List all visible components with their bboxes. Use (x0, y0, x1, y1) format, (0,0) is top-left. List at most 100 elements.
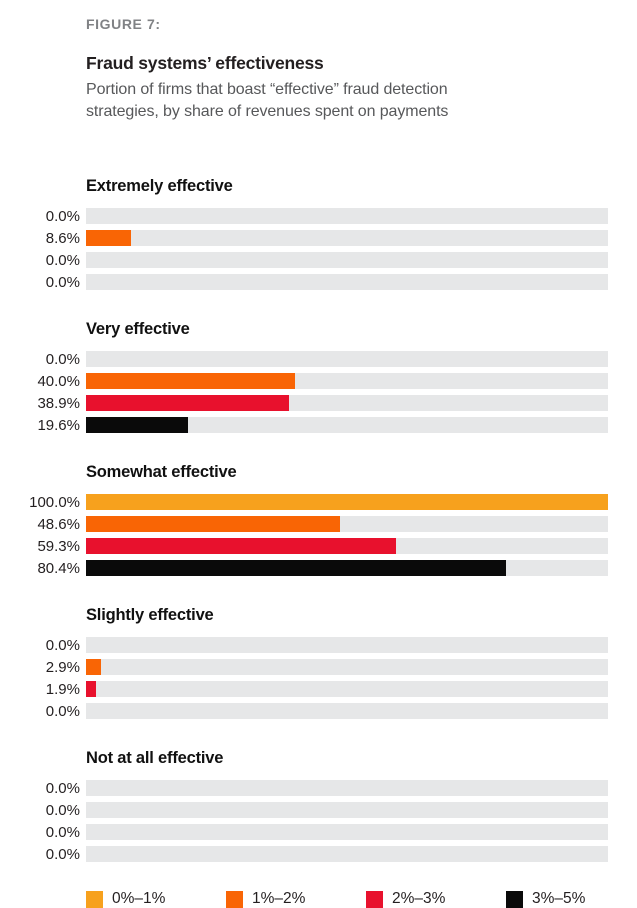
chart-group: Slightly effective 0.0% 2.9% 1.9% 0.0% (0, 606, 637, 720)
bar-fill (86, 373, 295, 389)
group-title: Slightly effective (86, 606, 214, 624)
bar-fill (86, 230, 131, 246)
bar-track (86, 252, 608, 268)
bar-row: 0.0% (0, 350, 637, 368)
value-label: 80.4% (37, 559, 80, 577)
bar-track (86, 780, 608, 796)
chart-legend: 0%–1% 1%–2% 2%–3% 3%–5% (86, 890, 616, 908)
value-label: 1.9% (45, 680, 80, 698)
value-label: 100.0% (29, 493, 80, 511)
legend-item: 2%–3% (366, 890, 506, 908)
value-label: 0.0% (45, 823, 80, 841)
bar-row: 0.0% (0, 251, 637, 269)
bar-row: 0.0% (0, 779, 637, 797)
chart-header: FIGURE 7: Fraud systems’ effectiveness P… (0, 0, 637, 123)
chart-subtitle: Portion of firms that boast “effective” … (86, 79, 617, 123)
bar-track (86, 417, 608, 433)
value-label: 40.0% (37, 372, 80, 390)
bar-row: 0.0% (0, 207, 637, 225)
bar-row: 2.9% (0, 658, 637, 676)
chart-subtitle-line2: strategies, by share of revenues spent o… (86, 103, 449, 120)
figure-label: FIGURE 7: (86, 16, 161, 32)
bar-row: 19.6% (0, 416, 637, 434)
value-label: 59.3% (37, 537, 80, 555)
bar-fill (86, 659, 102, 675)
bar-track (86, 516, 608, 532)
bar-track (86, 351, 608, 367)
bar-track (86, 703, 608, 719)
bar-row: 59.3% (0, 537, 637, 555)
bar-row: 40.0% (0, 372, 637, 390)
bar-track (86, 230, 608, 246)
value-label: 38.9% (37, 394, 80, 412)
legend-swatch-icon (366, 890, 383, 908)
value-label: 48.6% (37, 515, 80, 533)
value-label: 2.9% (45, 658, 80, 676)
bar-row: 0.0% (0, 801, 637, 819)
bar-row: 48.6% (0, 515, 637, 533)
value-label: 0.0% (45, 207, 80, 225)
chart-group: Not at all effective 0.0% 0.0% 0.0% 0.0% (0, 749, 637, 863)
legend-item: 0%–1% (86, 890, 226, 908)
value-label: 19.6% (37, 416, 80, 434)
chart-group: Somewhat effective 100.0% 48.6% 59.3% 80.4% (0, 463, 637, 577)
bar-track (86, 824, 608, 840)
value-label: 0.0% (45, 702, 80, 720)
bar-row: 0.0% (0, 823, 637, 841)
legend-item: 3%–5% (506, 890, 585, 908)
bar-track (86, 208, 608, 224)
value-label: 0.0% (45, 636, 80, 654)
legend-label: 3%–5% (532, 890, 586, 907)
bar-row: 8.6% (0, 229, 637, 247)
bar-fill (86, 516, 340, 532)
bar-track (86, 637, 608, 653)
bar-track (86, 494, 608, 510)
chart-group: Extremely effective 0.0% 8.6% 0.0% 0.0% (0, 177, 637, 291)
value-label: 0.0% (45, 779, 80, 797)
bar-track (86, 373, 608, 389)
group-title: Somewhat effective (86, 463, 237, 481)
bar-track (86, 538, 608, 554)
bar-fill (86, 417, 189, 433)
bar-row: 0.0% (0, 636, 637, 654)
bar-row: 1.9% (0, 680, 637, 698)
bar-chart: Extremely effective 0.0% 8.6% 0.0% 0.0% Very … (0, 177, 637, 863)
legend-swatch-icon (86, 890, 103, 908)
group-title: Very effective (86, 320, 190, 338)
bar-track (86, 659, 608, 675)
bar-track (86, 681, 608, 697)
value-label: 8.6% (45, 229, 80, 247)
legend-label: 2%–3% (392, 890, 446, 907)
bar-row: 100.0% (0, 493, 637, 511)
bar-fill (86, 560, 506, 576)
group-title: Extremely effective (86, 177, 233, 195)
bar-fill (86, 395, 290, 411)
value-label: 0.0% (45, 845, 80, 863)
bar-track (86, 395, 608, 411)
bar-track (86, 802, 608, 818)
value-label: 0.0% (45, 350, 80, 368)
chart-group: Very effective 0.0% 40.0% 38.9% 19.6% (0, 320, 637, 434)
legend-label: 1%–2% (252, 890, 306, 907)
bar-track (86, 274, 608, 290)
bar-row: 0.0% (0, 845, 637, 863)
chart-title: Fraud systems’ effectiveness (86, 53, 324, 73)
group-title: Not at all effective (86, 749, 224, 767)
bar-row: 0.0% (0, 273, 637, 291)
bar-row: 80.4% (0, 559, 637, 577)
legend-swatch-icon (226, 890, 243, 908)
value-label: 0.0% (45, 273, 80, 291)
bar-track (86, 846, 608, 862)
bar-track (86, 560, 608, 576)
bar-fill (86, 538, 396, 554)
legend-label: 0%–1% (112, 890, 166, 907)
bar-row: 38.9% (0, 394, 637, 412)
value-label: 0.0% (45, 801, 80, 819)
legend-item: 1%–2% (226, 890, 366, 908)
bar-fill (86, 681, 96, 697)
bar-fill (86, 494, 608, 510)
value-label: 0.0% (45, 251, 80, 269)
chart-subtitle-line1: Portion of firms that boast “effective” … (86, 81, 448, 98)
bar-row: 0.0% (0, 702, 637, 720)
